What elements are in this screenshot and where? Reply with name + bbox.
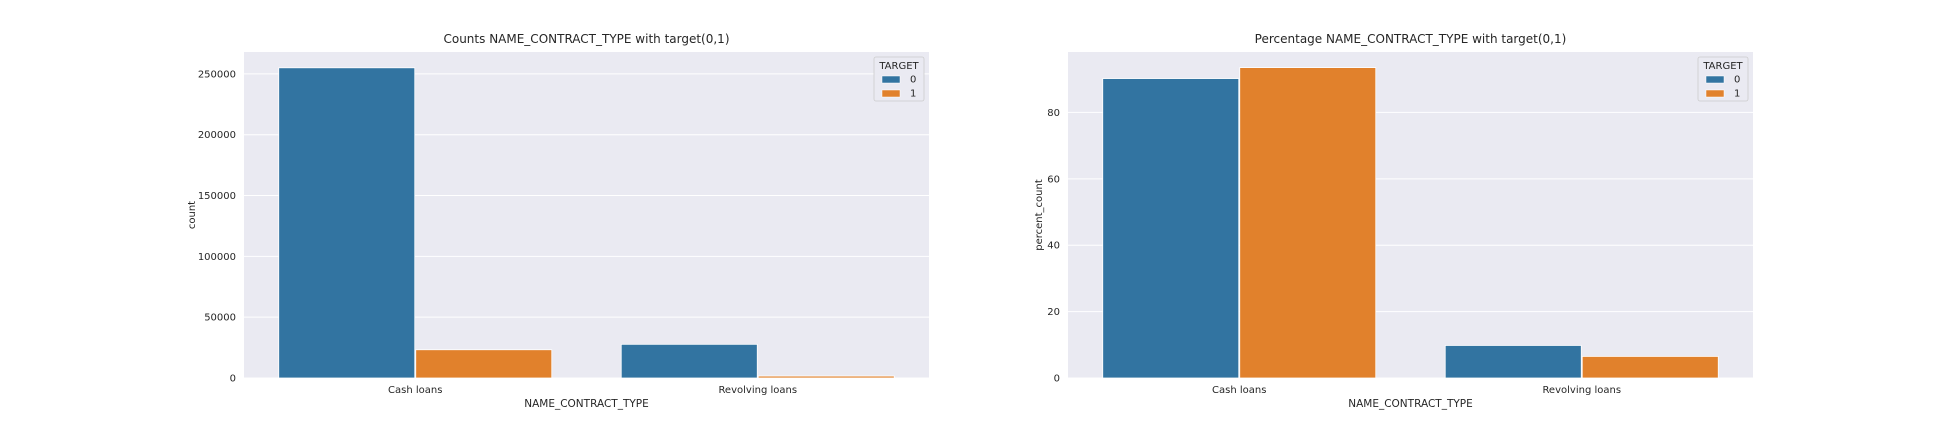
legend-label-1: 1: [1734, 89, 1740, 100]
y-tick-label: 50000: [204, 313, 236, 324]
y-tick-label: 250000: [198, 69, 236, 80]
legend-label-0: 0: [1734, 75, 1740, 86]
bar-revolving-loans-target-0: [1444, 345, 1582, 379]
chart-title: Percentage NAME_CONTRACT_TYPE with targe…: [1255, 32, 1567, 46]
legend-label-0: 0: [910, 75, 916, 86]
bar-revolving-loans-target-1: [1581, 356, 1719, 379]
y-tick-label: 0: [1054, 374, 1060, 385]
legend-swatch-1: [1705, 89, 1725, 98]
y-tick-label: 60: [1047, 174, 1060, 185]
y-tick-label: 150000: [198, 191, 236, 202]
y-axis-label: count: [187, 201, 198, 229]
legend-swatch-0: [1705, 75, 1725, 84]
chart-1: 0 50000 100000 150000 200000 250000 Cash loans…: [187, 32, 929, 410]
y-tick-label: 200000: [198, 130, 236, 141]
x-tick-label: Cash loans: [1212, 385, 1266, 396]
legend-title: TARGET: [1702, 61, 1743, 72]
legend-label-1: 1: [910, 89, 916, 100]
x-axis-label: NAME_CONTRACT_TYPE: [524, 398, 649, 410]
bar-cash-loans-target-1: [415, 349, 553, 379]
y-tick-label: 100000: [198, 252, 236, 263]
y-tick-label: 0: [230, 374, 236, 385]
bar-cash-loans-target-1: [1239, 67, 1377, 379]
chart-title: Counts NAME_CONTRACT_TYPE with target(0,…: [443, 32, 729, 46]
bar-cash-loans-target-0: [278, 67, 416, 379]
y-tick-label: 20: [1047, 307, 1060, 318]
legend-swatch-1: [881, 89, 901, 98]
bar-cash-loans-target-0: [1102, 78, 1240, 379]
x-tick-label: Revolving loans: [1542, 385, 1621, 396]
y-tick-label: 40: [1047, 241, 1060, 252]
legend: TARGET 0 1: [873, 56, 925, 102]
bar-revolving-loans-target-0: [620, 343, 758, 379]
x-tick-label: Cash loans: [388, 385, 442, 396]
x-axis-label: NAME_CONTRACT_TYPE: [1348, 398, 1473, 410]
y-axis-label: percent_count: [1034, 179, 1045, 251]
bar-revolving-loans-target-1: [757, 375, 895, 379]
chart-2: 0 20 40 60 80 Cash loans Revolving loans Percen…: [1034, 32, 1753, 410]
legend-swatch-0: [881, 75, 901, 84]
y-tick-label: 80: [1047, 108, 1060, 119]
legend-title: TARGET: [878, 61, 919, 72]
x-tick-label: Revolving loans: [718, 385, 797, 396]
legend: TARGET 0 1: [1697, 56, 1749, 102]
